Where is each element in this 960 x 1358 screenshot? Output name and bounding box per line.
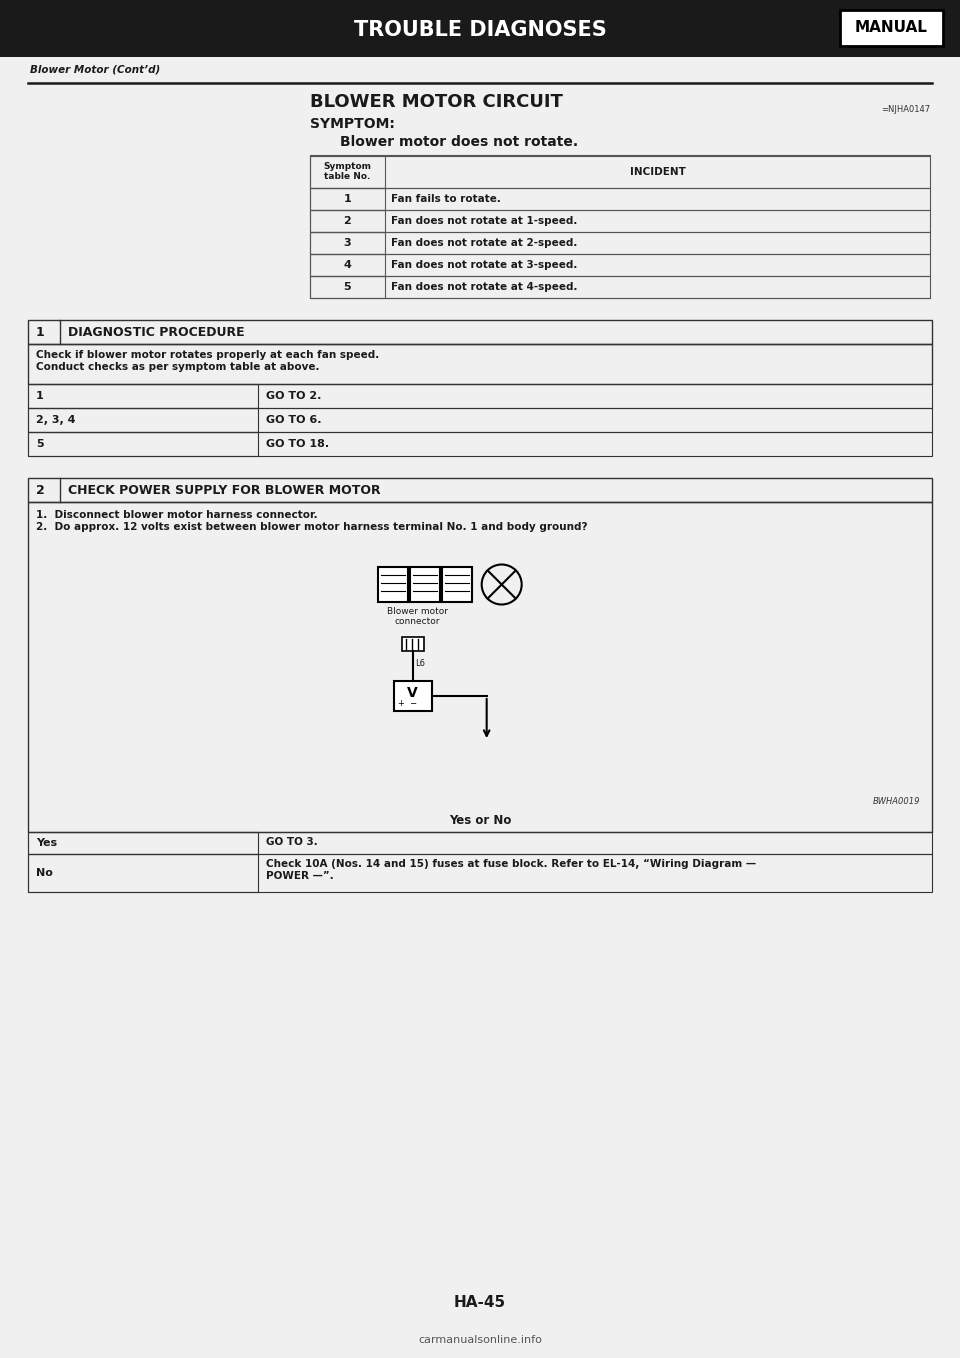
Bar <box>310 254 385 276</box>
Text: HA-45: HA-45 <box>454 1296 506 1310</box>
Text: 1.  Disconnect blower motor harness connector.
2.  Do approx. 12 volts exist bet: 1. Disconnect blower motor harness conne… <box>36 511 588 531</box>
Text: Fan fails to rotate.: Fan fails to rotate. <box>391 194 501 204</box>
Bar <box>310 210 385 232</box>
Bar <box>394 680 432 712</box>
Bar <box>840 10 943 46</box>
Text: MANUAL: MANUAL <box>855 20 928 35</box>
Text: Yes or No: Yes or No <box>449 813 511 827</box>
Text: 2, 3, 4: 2, 3, 4 <box>36 416 76 425</box>
Bar <box>310 254 930 276</box>
Text: 3: 3 <box>344 238 351 249</box>
Text: Blower motor does not rotate.: Blower motor does not rotate. <box>340 134 578 149</box>
Text: GO TO 3.: GO TO 3. <box>266 837 318 847</box>
Bar <box>442 568 471 602</box>
Text: Yes: Yes <box>36 838 58 847</box>
Text: Check if blower motor rotates properly at each fan speed.
Conduct checks as per : Check if blower motor rotates properly a… <box>36 350 379 372</box>
Bar <box>28 854 932 892</box>
Bar <box>401 637 423 650</box>
Text: +  −: + − <box>397 699 417 708</box>
Text: Blower motor
connector: Blower motor connector <box>387 607 448 626</box>
Text: 4: 4 <box>344 259 351 270</box>
Bar <box>28 320 932 344</box>
Bar <box>310 156 385 187</box>
Text: BLOWER MOTOR CIRCUIT: BLOWER MOTOR CIRCUIT <box>310 92 563 111</box>
Bar <box>310 187 930 210</box>
Bar <box>310 232 385 254</box>
Text: Fan does not rotate at 3-speed.: Fan does not rotate at 3-speed. <box>391 259 577 270</box>
Text: Blower Motor (Cont’d): Blower Motor (Cont’d) <box>30 65 160 75</box>
Text: 5: 5 <box>344 282 351 292</box>
Bar <box>28 344 932 384</box>
Bar <box>310 276 930 297</box>
Text: carmanualsonline.info: carmanualsonline.info <box>418 1335 542 1344</box>
Text: GO TO 18.: GO TO 18. <box>266 439 329 449</box>
Text: BWHA0019: BWHA0019 <box>873 797 920 807</box>
Bar <box>28 384 932 407</box>
Text: Fan does not rotate at 2-speed.: Fan does not rotate at 2-speed. <box>391 238 577 249</box>
Text: =NJHA0147: =NJHA0147 <box>881 105 930 114</box>
Bar <box>28 478 932 502</box>
Text: Fan does not rotate at 4-speed.: Fan does not rotate at 4-speed. <box>391 282 578 292</box>
Bar <box>310 210 930 232</box>
Bar <box>410 568 440 602</box>
Bar <box>28 432 258 456</box>
Bar <box>28 432 932 456</box>
Text: V: V <box>407 686 418 699</box>
Text: GO TO 2.: GO TO 2. <box>266 391 322 401</box>
Bar <box>310 187 385 210</box>
Bar <box>310 156 930 187</box>
Text: No: No <box>36 868 53 879</box>
Bar <box>377 568 408 602</box>
Text: Check 10A (Nos. 14 and 15) fuses at fuse block. Refer to EL-14, “Wiring Diagram : Check 10A (Nos. 14 and 15) fuses at fuse… <box>266 860 756 880</box>
Bar <box>310 276 385 297</box>
Text: 5: 5 <box>36 439 43 449</box>
Bar <box>310 232 930 254</box>
Text: GO TO 6.: GO TO 6. <box>266 416 322 425</box>
Text: 2: 2 <box>36 483 45 497</box>
Text: SYMPTOM:: SYMPTOM: <box>310 117 395 130</box>
Text: INCIDENT: INCIDENT <box>630 167 685 177</box>
Bar <box>28 854 258 892</box>
Text: 1: 1 <box>36 391 44 401</box>
Bar <box>28 407 258 432</box>
Text: L6: L6 <box>415 659 424 668</box>
Text: 1: 1 <box>36 326 45 338</box>
Text: TROUBLE DIAGNOSES: TROUBLE DIAGNOSES <box>353 19 607 39</box>
Bar <box>0 0 960 57</box>
Bar <box>28 832 932 854</box>
Text: Symptom
table No.: Symptom table No. <box>324 162 372 182</box>
Text: Fan does not rotate at 1-speed.: Fan does not rotate at 1-speed. <box>391 216 577 225</box>
Bar <box>28 407 932 432</box>
Text: CHECK POWER SUPPLY FOR BLOWER MOTOR: CHECK POWER SUPPLY FOR BLOWER MOTOR <box>68 483 380 497</box>
Bar <box>28 384 258 407</box>
Text: 1: 1 <box>344 194 351 204</box>
Bar <box>28 832 258 854</box>
Text: DIAGNOSTIC PROCEDURE: DIAGNOSTIC PROCEDURE <box>68 326 245 338</box>
Text: 2: 2 <box>344 216 351 225</box>
Bar <box>28 502 932 832</box>
